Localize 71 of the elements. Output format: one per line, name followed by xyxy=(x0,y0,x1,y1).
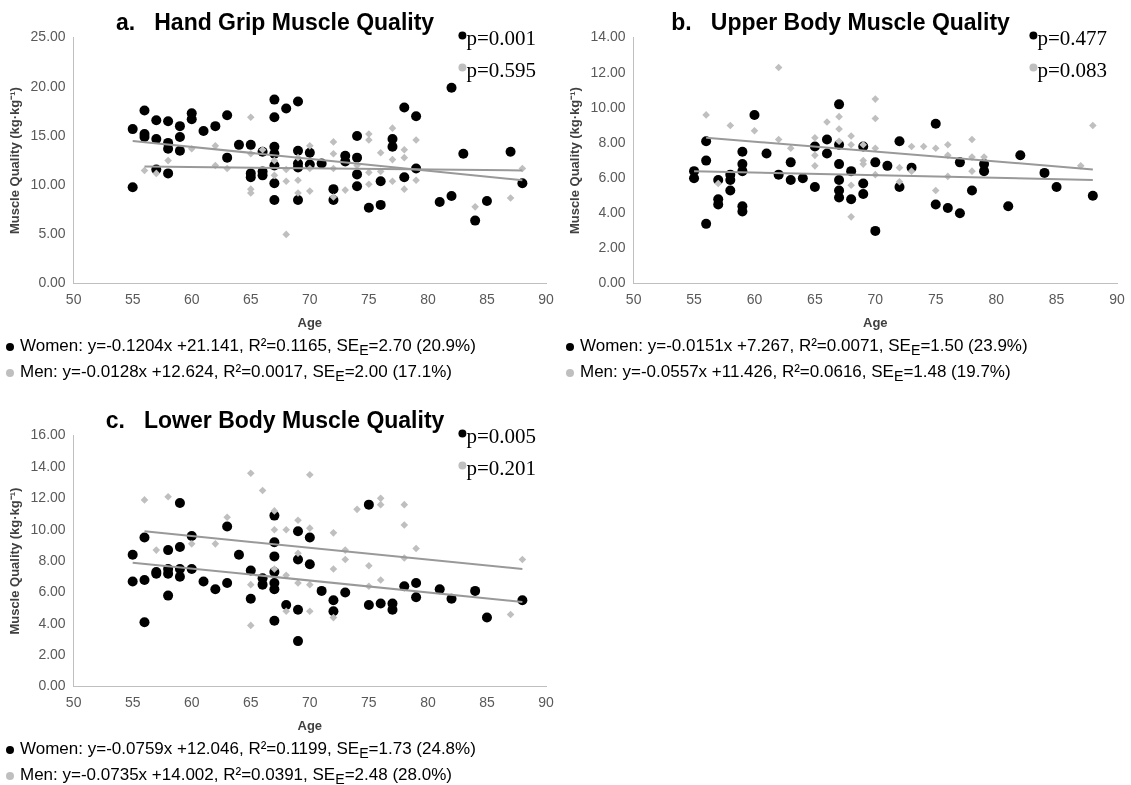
x-tick-label: 60 xyxy=(746,290,763,307)
y-tick-label: 10.00 xyxy=(30,176,66,193)
x-tick-label: 90 xyxy=(1109,290,1125,307)
y-tick-label: 16.00 xyxy=(30,426,66,443)
y-tick-label: 10.00 xyxy=(30,520,66,537)
x-tick-label: 50 xyxy=(65,290,82,307)
y-tick-label: 5.00 xyxy=(38,225,66,242)
y-tick-label: 2.00 xyxy=(38,646,66,663)
x-tick-label: 65 xyxy=(807,290,823,307)
x-tick-label: 65 xyxy=(242,693,259,710)
x-axis-title: Age xyxy=(297,314,323,330)
x-tick-label: 50 xyxy=(625,290,642,307)
x-tick-label: 50 xyxy=(65,693,82,710)
legend-label: p=0.477 xyxy=(1037,26,1107,51)
x-tick-label: 90 xyxy=(538,693,554,710)
y-tick-label: 14.00 xyxy=(30,457,66,474)
x-tick-label: 75 xyxy=(927,290,944,307)
y-tick-label: 8.00 xyxy=(38,551,66,568)
text: Men: y=-0.0557x +11.426, R²=0.0616, SE$_{E}$=1.48 (19.7%) xyxy=(580,362,1011,385)
x-tick-label: 75 xyxy=(361,290,377,307)
legend-label: p=0.201 xyxy=(466,456,536,481)
text: Women: y=-0.0759x +12.046, R²=0.1199, SE$_{E}$=1.73 (24.8%) xyxy=(20,739,476,762)
y-tick-label: 4.00 xyxy=(598,204,626,221)
y-tick-label: 10.00 xyxy=(590,98,626,115)
legend-label: p=0.595 xyxy=(466,58,536,83)
legend-label: p=0.001 xyxy=(466,26,536,51)
x-tick-label: 90 xyxy=(538,290,554,307)
x-tick-label: 80 xyxy=(988,290,1005,307)
chart-title: a. Hand Grip Muscle Quality xyxy=(115,9,435,36)
y-tick-label: 6.00 xyxy=(38,583,66,600)
chart-title: b. Upper Body Muscle Quality xyxy=(671,9,1011,36)
x-tick-label: 80 xyxy=(420,693,436,710)
x-tick-label: 85 xyxy=(1048,290,1065,307)
y-tick-label: 12.00 xyxy=(590,63,626,80)
y-tick-label: 4.00 xyxy=(38,614,66,631)
y-tick-label: 12.00 xyxy=(30,489,66,506)
text: Men: y=-0.0735x +14.002, R²=0.0391, SE$_{E}$=2.48 (28.0%) xyxy=(20,765,452,785)
text: Women: y=-0.0151x +7.267, R²=0.0071, SE$_{E}$=1.50 (23.9%) xyxy=(580,336,1028,359)
y-tick-label: 15.00 xyxy=(30,126,66,143)
y-tick-label: 2.00 xyxy=(598,239,626,256)
y-axis-title: Muscle Quality (kg·kg⁻¹) xyxy=(7,487,23,635)
y-tick-label: 8.00 xyxy=(598,133,626,150)
x-tick-label: 60 xyxy=(183,290,200,307)
x-axis-title: Age xyxy=(297,717,323,733)
y-tick-label: 25.00 xyxy=(30,28,66,45)
y-tick-label: 14.00 xyxy=(590,28,626,45)
x-tick-label: 55 xyxy=(686,290,703,307)
x-tick-label: 85 xyxy=(479,693,495,710)
x-axis-title: Age xyxy=(863,314,888,330)
x-tick-label: 55 xyxy=(124,693,141,710)
x-tick-label: 65 xyxy=(242,290,259,307)
x-tick-label: 55 xyxy=(124,290,141,307)
y-tick-label: 0.00 xyxy=(38,677,66,694)
legend-label: p=0.005 xyxy=(466,424,536,449)
x-tick-label: 70 xyxy=(302,290,318,307)
y-tick-label: 20.00 xyxy=(30,77,66,94)
y-axis-title: Muscle Quality (kg·kg⁻¹) xyxy=(567,87,583,235)
chart-title: c. Lower Body Muscle Quality xyxy=(105,407,445,434)
x-tick-label: 85 xyxy=(479,290,495,307)
x-tick-label: 70 xyxy=(302,693,318,710)
y-tick-label: 0.00 xyxy=(598,274,626,291)
text: Women: y=-0.1204x +21.141, R²=0.1165, SE$_{E}$=2.70 (20.9%) xyxy=(20,336,476,359)
x-tick-label: 70 xyxy=(867,290,884,307)
legend-label: p=0.083 xyxy=(1037,58,1107,83)
x-tick-label: 60 xyxy=(183,693,200,710)
text: Men: y=-0.0128x +12.624, R²=0.0017, SE$_{E}$=2.00 (17.1%) xyxy=(20,362,452,385)
x-tick-label: 80 xyxy=(420,290,436,307)
y-axis-title: Muscle Quality (kg·kg⁻¹) xyxy=(7,87,23,235)
y-tick-label: 0.00 xyxy=(38,274,66,291)
x-tick-label: 75 xyxy=(361,693,377,710)
y-tick-label: 6.00 xyxy=(598,169,626,186)
